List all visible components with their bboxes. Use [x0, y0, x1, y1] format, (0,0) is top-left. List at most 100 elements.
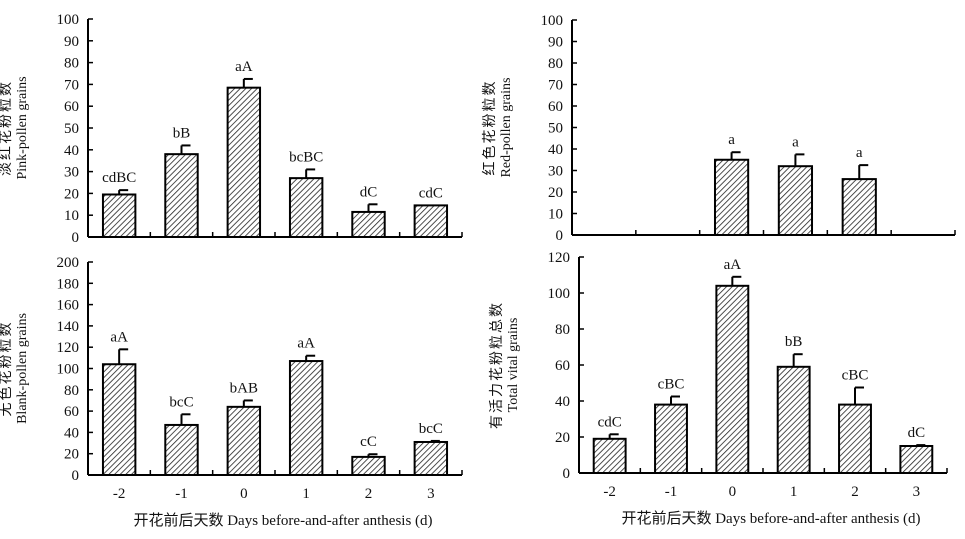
y-tick-label: 10 [548, 207, 563, 223]
y-tick-label: 0 [563, 466, 571, 482]
y-tick-label: 80 [64, 383, 79, 399]
y-tick-label: 0 [72, 230, 80, 246]
y-tick-label: 20 [64, 447, 79, 463]
x-tick-label: 2 [365, 486, 373, 502]
significance-label: aA [297, 336, 315, 352]
y-tick-label: 90 [64, 34, 79, 50]
significance-label: a [856, 145, 863, 161]
panel-1: 0 10 20 30 40 50 60 70 80 90 100 cdBC bB aA bcBC dC cdC 淡… [0, 12, 463, 246]
bar [776, 365, 811, 474]
y-tick-label: 40 [555, 394, 570, 410]
bar [164, 423, 199, 477]
bar [101, 363, 137, 476]
y-tick-label: 60 [555, 358, 570, 374]
y-tick-label: 20 [548, 185, 563, 201]
x-tick-label: 1 [302, 486, 310, 502]
y-tick-label: 60 [64, 404, 79, 420]
y-tick-label: 0 [72, 468, 80, 484]
y-axis-label-cn: 红色花粉粒数 [481, 80, 498, 176]
bar [592, 437, 627, 474]
x-axis-label: 开花前后天数 Days before-and-after anthesis (d… [133, 512, 432, 529]
y-axis-label-cn: 淡红花粉粒数 [0, 80, 14, 176]
y-tick-label: 70 [64, 77, 79, 93]
y-tick-label: 40 [548, 142, 563, 158]
y-tick-label: 80 [555, 322, 570, 338]
panel-3: 0 20 40 60 80 100 120 140 160 180 200 -2 aA -1 bcC 0 bAB… [0, 255, 463, 529]
y-tick-label: 70 [548, 78, 563, 94]
y-tick-label: 20 [64, 186, 79, 202]
x-axis-label: 开花前后天数 Days before-and-after anthesis (d… [621, 510, 920, 527]
bar [654, 403, 688, 475]
x-tick-label: 3 [427, 486, 435, 502]
significance-label: cBC [842, 368, 869, 384]
bar [713, 158, 750, 236]
y-axis-label: Red-pollen grains [499, 78, 514, 178]
significance-label: aA [724, 257, 742, 273]
y-tick-label: 100 [57, 12, 80, 28]
bar [288, 360, 324, 477]
x-tick-label: 2 [851, 484, 859, 500]
bar [164, 153, 199, 238]
bar [101, 193, 137, 239]
bar [226, 405, 262, 476]
y-tick-label: 30 [548, 164, 563, 180]
significance-label: a [728, 132, 735, 148]
x-tick-label: 0 [729, 484, 737, 500]
y-tick-label: 50 [64, 121, 79, 137]
significance-label: bAB [230, 380, 258, 396]
y-tick-label: 80 [548, 56, 563, 72]
significance-label: a [792, 134, 799, 150]
y-axis-label: Pink-pollen grains [15, 76, 30, 179]
y-tick-label: 90 [548, 35, 563, 51]
y-tick-label: 200 [57, 255, 80, 271]
y-tick-label: 160 [57, 298, 80, 314]
x-tick-label: -1 [665, 484, 678, 500]
significance-label: bB [173, 125, 191, 141]
bar [288, 177, 324, 238]
y-axis-label-cn: 无色花粉粒数 [0, 321, 14, 417]
bar [838, 403, 872, 475]
y-tick-label: 100 [548, 286, 571, 302]
bar [413, 440, 449, 476]
y-axis-label: Blank-pollen grains [15, 313, 30, 424]
x-tick-label: -2 [113, 486, 126, 502]
y-axis-label-cn: 有活力花粉粒总数 [489, 301, 505, 429]
y-tick-label: 30 [64, 165, 79, 181]
bar [351, 455, 386, 476]
bar [899, 445, 934, 474]
y-tick-label: 120 [548, 250, 571, 266]
bar [351, 210, 386, 238]
significance-label: bB [785, 334, 803, 350]
panel-4: 0 20 40 60 80 100 120 -2 cdC -1 cBC 0 aA 1 bB 2 cBC 3 dC 有活… [489, 250, 948, 527]
y-tick-label: 40 [64, 425, 79, 441]
x-tick-label: 1 [790, 484, 798, 500]
y-tick-label: 50 [548, 121, 563, 137]
x-tick-label: 0 [240, 486, 248, 502]
y-tick-label: 140 [57, 319, 80, 335]
significance-label: cdC [598, 414, 622, 430]
significance-label: cdBC [102, 170, 136, 186]
significance-label: bcBC [289, 149, 323, 165]
significance-label: bcC [169, 394, 193, 410]
panel-2: 0 10 20 30 40 50 60 70 80 90 100 a a a 红色花粉粒数 Red-polle… [481, 13, 956, 244]
y-tick-label: 20 [555, 430, 570, 446]
significance-label: aA [235, 59, 253, 75]
y-tick-label: 60 [548, 99, 563, 115]
y-tick-label: 100 [57, 362, 80, 378]
y-tick-label: 40 [64, 143, 79, 159]
bar [226, 86, 262, 238]
x-tick-label: 3 [913, 484, 921, 500]
significance-label: aA [110, 329, 128, 345]
significance-label: cBC [658, 377, 685, 393]
significance-label: cC [360, 434, 377, 450]
significance-label: dC [360, 184, 378, 200]
y-tick-label: 180 [57, 276, 80, 292]
y-tick-label: 60 [64, 99, 79, 115]
y-tick-label: 10 [64, 208, 79, 224]
significance-label: dC [908, 425, 926, 441]
bar [715, 284, 750, 474]
bar [841, 178, 877, 237]
bar [777, 165, 814, 236]
significance-label: cdC [419, 185, 443, 201]
y-tick-label: 100 [541, 13, 564, 29]
